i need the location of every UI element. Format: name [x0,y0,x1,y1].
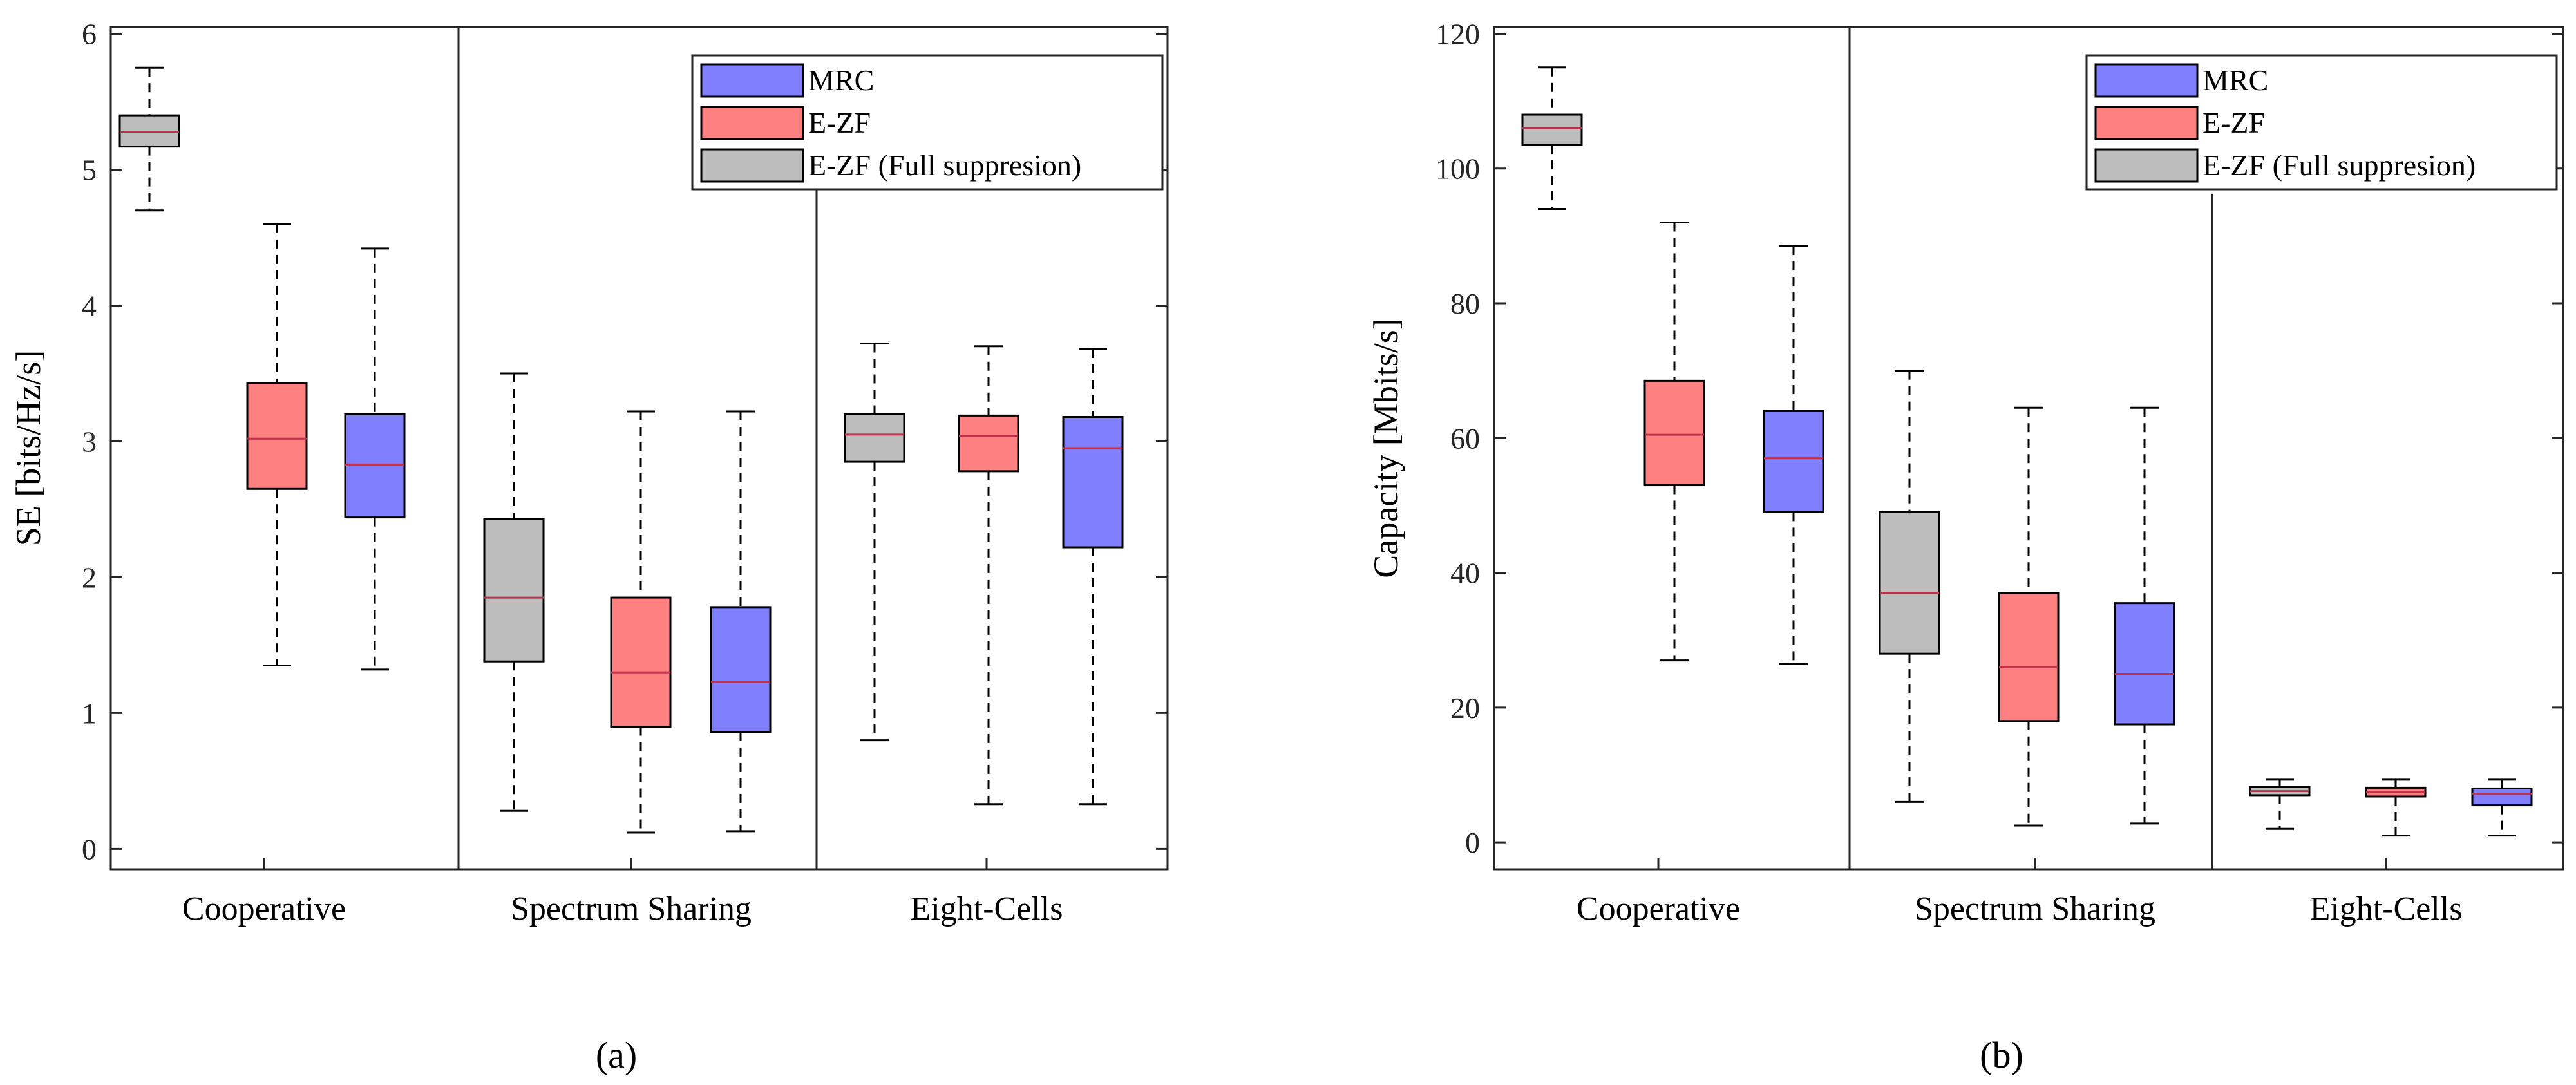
y-tick-label: 20 [1450,692,1480,724]
box-e-zf-full-suppresion--eight-cells [844,343,905,742]
y-tick-label: 120 [1435,17,1480,50]
box-e-zf-full-suppresion--cooperative [1521,66,1583,211]
iqr-box [2114,602,2175,726]
box-e-zf-cooperative [246,223,308,667]
x-category-label: Eight-Cells [911,891,1063,927]
x-category-label: Spectrum Sharing [511,891,752,927]
legend-entry-label: E-ZF [2202,106,2265,139]
x-category-label: Eight-Cells [2310,891,2463,927]
iqr-box [610,596,672,728]
y-tick-label: 2 [82,561,97,594]
legend-entry-label: MRC [808,64,874,97]
box-mrc-spectrum-sharing [2114,406,2175,825]
legend-swatch [700,63,804,98]
y-tick-label: 6 [82,18,97,51]
box-e-zf-cooperative [1643,221,1705,662]
iqr-box [344,413,406,519]
y-axis-label: SE [bits/Hz/s] [9,350,48,547]
x-category-label: Cooperative [182,891,346,927]
panel-b-capacity-chart: 0 20 40 60 80 100 120 Cooperative Spectrum Shari… [1367,17,2564,1076]
iqr-box [246,382,308,490]
box-e-zf-full-suppresion--spectrum-sharing [483,372,545,812]
box-e-zf-eight-cells [2365,778,2427,837]
legend-entry-label: E-ZF (Full suppresion) [808,149,1081,182]
x-category-label: Spectrum Sharing [1915,891,2155,927]
iqr-box [1763,410,1824,513]
plot-area-frame [109,26,1169,871]
iqr-box [1998,592,2060,722]
y-tick-label: 5 [82,154,97,187]
y-tick-label: 60 [1450,422,1480,455]
box-mrc-spectrum-sharing [710,410,772,833]
legend-swatch [700,106,804,140]
panel-a-se-chart: 0 1 2 3 4 5 6 Cooperative Spectrum Sharing Eight-… [9,18,1169,1076]
box-e-zf-eight-cells [958,345,1019,806]
y-tick-label: 3 [82,425,97,458]
legend-swatch [2094,106,2199,140]
y-tick-label: 0 [1465,826,1480,859]
legend-swatch [2094,148,2199,183]
iqr-box [844,413,905,463]
panel-label: (b) [1980,1034,2023,1076]
box-mrc-eight-cells [2471,778,2533,837]
box-mrc-eight-cells [1062,348,1124,806]
legend-entry-label: MRC [2202,64,2268,97]
legend: MRC E-ZF E-ZF (Full suppresion) [2085,54,2558,191]
box-e-zf-full-suppresion--eight-cells [2249,778,2311,830]
iqr-box [1643,379,1705,487]
box-e-zf-spectrum-sharing [610,410,672,834]
box-e-zf-full-suppresion--cooperative [118,66,180,212]
y-tick-label: 80 [1450,287,1480,320]
iqr-box [1879,511,1940,655]
legend-entry-label: E-ZF (Full suppresion) [2202,149,2476,182]
iqr-box [2471,787,2533,807]
box-mrc-cooperative [1763,245,1824,665]
box-e-zf-spectrum-sharing [1998,406,2060,827]
y-tick-label: 0 [82,833,97,865]
y-axis-label: Capacity [Mbits/s] [1367,318,1405,578]
iqr-box [1062,415,1124,549]
iqr-box [710,606,772,733]
y-tick-label: 1 [82,697,97,730]
y-tick-label: 4 [82,289,97,322]
iqr-box [483,518,545,663]
box-e-zf-full-suppresion--spectrum-sharing [1879,370,1940,803]
legend-swatch [2094,63,2199,98]
panel-label: (a) [596,1034,637,1076]
y-tick-label: 40 [1450,557,1480,590]
legend-entry-label: E-ZF [808,106,871,139]
x-category-label: Cooperative [1577,891,1740,927]
legend-swatch [700,148,804,183]
legend: MRC E-ZF E-ZF (Full suppresion) [691,54,1164,191]
plot-area-frame [1493,26,2564,871]
iqr-box [1521,113,1583,146]
iqr-box [958,414,1019,473]
y-tick-label: 100 [1435,153,1480,185]
box-mrc-cooperative [344,247,406,671]
